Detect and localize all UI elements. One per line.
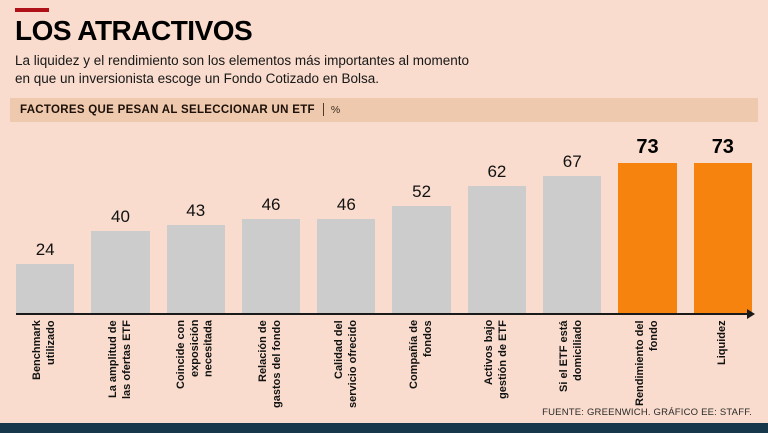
divider	[322, 103, 324, 117]
category-label: La amplitud de las ofertas ETF	[106, 319, 133, 399]
bottom-color-strip	[0, 423, 768, 433]
category-label-wrap: La amplitud de las ofertas ETF	[91, 320, 149, 412]
category-label-wrap: Relación de gastos del fondo	[242, 320, 300, 412]
category-label-wrap: Si el ETF está domiciliado	[543, 320, 601, 412]
chart-header-label: FACTORES QUE PESAN AL SELECCIONAR UN ETF	[20, 103, 315, 116]
bar-highlight	[693, 162, 752, 313]
bar-column: 24	[16, 239, 75, 313]
chart-header-strip: FACTORES QUE PESAN AL SELECCIONAR UN ETF…	[10, 97, 758, 122]
bar-column: 46	[317, 194, 376, 313]
bar	[241, 218, 301, 313]
bar	[16, 263, 75, 313]
subtitle-line-1: La liquidez y el rendimiento son los ele…	[15, 53, 469, 69]
category-label: Coincide con exposición necesitada	[175, 319, 215, 389]
category-label: Relación de gastos del fondo	[257, 319, 284, 408]
bar-value-label: 24	[35, 239, 55, 259]
bar	[392, 205, 451, 313]
bar-column: 52	[392, 181, 451, 313]
page-title: LOS ATRACTIVOS	[15, 15, 253, 46]
category-label-wrap: Calidad del servicio ofrecido	[317, 320, 375, 412]
category-label-wrap: Rendimiento del fondo	[618, 320, 676, 412]
category-label: Calidad del servicio ofrecido	[332, 319, 359, 408]
category-label: Si el ETF está domiciliado	[558, 319, 585, 392]
category-label: Benchmark utilizado	[31, 319, 58, 380]
category-label-wrap: Benchmark utilizado	[16, 320, 74, 412]
bar-value-label: 43	[186, 200, 206, 220]
category-label-wrap: Coincide con exposición necesitada	[167, 320, 225, 412]
category-label: Compañía de fondos	[407, 319, 434, 389]
bars-area: 24 40 43 46 46 52	[16, 132, 752, 313]
bar-value-label: 73	[711, 135, 734, 158]
source-credit: FUENTE: GREENWICH. GRÁFICO EE: STAFF.	[542, 407, 752, 418]
bar-value-label: 67	[562, 151, 582, 171]
x-axis-line	[16, 308, 755, 319]
bar-highlight	[618, 162, 677, 313]
bar	[91, 230, 150, 313]
bar-column-highlight: 73	[618, 135, 677, 313]
bar-value-label: 46	[261, 194, 281, 214]
bar-value-label: 73	[636, 135, 659, 158]
bar	[543, 175, 602, 313]
subtitle-line-2: en que un inversionista escoge un Fondo …	[15, 70, 379, 86]
bar-value-label: 62	[487, 161, 507, 181]
category-label: Rendimiento del fondo	[633, 319, 660, 406]
bar-column: 62	[467, 161, 527, 313]
bar-column: 40	[91, 206, 150, 313]
category-label: Liquidez	[715, 319, 728, 365]
bar	[467, 185, 527, 313]
bar-value-label: 40	[110, 206, 130, 226]
category-labels-row: Benchmark utilizado La amplitud de las o…	[16, 320, 752, 412]
bar	[166, 224, 225, 313]
category-label-wrap: Liquidez	[694, 320, 752, 412]
bar-value-label: 46	[336, 194, 356, 214]
bar-column-highlight: 73	[693, 135, 752, 313]
red-accent-bar	[15, 8, 49, 12]
category-label: Activos bajo gestión de ETF	[483, 319, 509, 399]
category-label-wrap: Compañía de fondos	[392, 320, 450, 412]
bar-column: 43	[166, 200, 225, 313]
category-label-wrap: Activos bajo gestión de ETF	[468, 320, 526, 412]
bar-chart: 24 40 43 46 46 52	[16, 132, 755, 412]
bar	[317, 218, 376, 313]
bar-value-label: 52	[412, 181, 432, 201]
bar-column: 46	[241, 194, 301, 313]
chart-unit-label: %	[330, 103, 341, 116]
axis-arrow-icon	[747, 308, 755, 319]
bar-column: 67	[543, 151, 602, 313]
